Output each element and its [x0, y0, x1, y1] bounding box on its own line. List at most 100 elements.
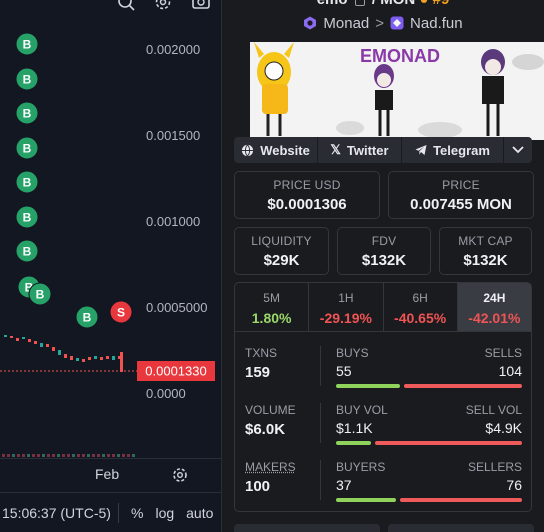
copy-icon[interactable]: [354, 0, 365, 6]
auto-scale-toggle[interactable]: auto: [186, 504, 214, 521]
buy-marker[interactable]: B: [15, 170, 39, 194]
liquidity-label: LIQUIDITY: [251, 234, 312, 248]
time-axis-label: Feb: [95, 466, 120, 482]
buys-value: 55: [336, 363, 352, 379]
price-usd-label: PRICE USD: [273, 178, 341, 192]
sellers-label: SELLERS: [467, 460, 522, 474]
price-axis-label: 0.002000: [146, 42, 200, 57]
marker-letter: B: [23, 176, 32, 190]
sell-vol-label: SELL VOL: [465, 403, 522, 417]
telegram-label: Telegram: [433, 142, 490, 158]
candle: [82, 359, 85, 362]
globe-icon: [242, 144, 254, 157]
twitter-label: Twitter: [346, 142, 389, 158]
token-symbol: emo: [317, 0, 348, 8]
percent-scale-toggle[interactable]: %: [131, 504, 144, 521]
next-section-button[interactable]: [388, 524, 534, 532]
mkt-cap-label: MKT CAP: [458, 234, 513, 248]
trending-rank[interactable]: #9: [433, 0, 450, 8]
price-chart-pane[interactable]: 0.002000 0.001500 0.001000 0.0005000 0.0000 …: [0, 0, 222, 532]
search-icon[interactable]: [116, 0, 136, 12]
stats-divider: [320, 346, 321, 386]
tab-6h[interactable]: 6H -40.65%: [384, 283, 458, 331]
marker-letter: B: [23, 38, 32, 52]
makers-value: 100: [245, 478, 271, 495]
candle: [120, 352, 123, 372]
timezone-clock[interactable]: 15:06:37 (UTC-5): [2, 504, 111, 521]
buyers-bar-fill: [336, 498, 396, 502]
buyers-value: 37: [336, 477, 352, 493]
tab-1h-label: 1H: [338, 291, 354, 305]
candle: [76, 358, 79, 361]
buy-marker[interactable]: B: [15, 239, 39, 263]
txns-label: TXNS: [245, 346, 278, 360]
more-links-button[interactable]: [504, 137, 532, 163]
candle: [94, 356, 97, 359]
axis-settings-icon[interactable]: [170, 465, 190, 485]
fdv-label: FDV: [371, 234, 397, 248]
marker-letter: B: [83, 311, 92, 325]
price-axis-label: 0.0005000: [146, 300, 207, 315]
price-axis-label: 0.0000: [146, 386, 186, 401]
makers-label[interactable]: MAKERS: [245, 460, 296, 474]
candle: [10, 336, 13, 338]
candle: [106, 356, 109, 359]
marker-letter: S: [117, 306, 125, 320]
marker-letter: B: [23, 211, 32, 225]
volume-bar: [127, 454, 130, 457]
candle: [52, 347, 55, 351]
buy-marker[interactable]: B: [15, 205, 39, 229]
candle: [64, 354, 67, 358]
next-section-button[interactable]: [234, 524, 380, 532]
dex-name[interactable]: Nad.fun: [410, 14, 463, 32]
makers-stat: MAKERS 100: [245, 460, 296, 495]
volume-bar: [62, 454, 65, 457]
volume-bar: [2, 454, 5, 457]
telegram-link[interactable]: Telegram: [402, 137, 504, 163]
gear-icon[interactable]: [153, 0, 173, 12]
tab-6h-label: 6H: [412, 291, 428, 305]
website-label: Website: [260, 142, 310, 158]
buy-marker[interactable]: B: [28, 282, 52, 306]
tab-24h-label: 24H: [483, 291, 506, 305]
buy-vol-label: BUY VOL: [336, 403, 388, 417]
volume-label: VOLUME: [245, 403, 296, 417]
stats-divider: [320, 460, 321, 500]
tab-24h-change: -42.01%: [468, 310, 521, 326]
tab-5m[interactable]: 5M 1.80%: [235, 283, 310, 331]
candle: [58, 350, 61, 355]
chart-canvas[interactable]: 0.0020000.0015000.0010000.00050000.0000 …: [0, 0, 222, 458]
buys-sells-bar: [336, 384, 522, 388]
timeframe-tabs: 5M 1.80% 1H -29.19% 6H -40.65% 24H -42.0…: [234, 282, 532, 332]
mkt-cap-card: MKT CAP $132K: [439, 227, 532, 275]
volume-bar: [57, 454, 60, 457]
buy-marker[interactable]: B: [15, 32, 39, 56]
flame-icon: ●: [419, 0, 428, 8]
volume-bar: [22, 454, 25, 457]
tab-1h[interactable]: 1H -29.19%: [309, 283, 384, 331]
volume-bar: [32, 454, 35, 457]
chain-dex-row: Monad > Nad.fun: [222, 12, 544, 34]
twitter-link[interactable]: 𝕏 Twitter: [318, 137, 402, 163]
volume-bar: [122, 454, 125, 457]
camera-icon[interactable]: [191, 0, 211, 12]
website-link[interactable]: Website: [234, 137, 318, 163]
buys-sells-breakdown: BUYS SELLS 55 104: [336, 346, 522, 388]
banner-title: EMONAD: [360, 46, 440, 66]
price-usd-value: $0.0001306: [267, 196, 347, 213]
sell-marker[interactable]: S: [109, 300, 133, 324]
buy-marker[interactable]: B: [15, 136, 39, 160]
volume-bar: [7, 454, 10, 457]
sells-label: SELLS: [484, 346, 522, 360]
tab-24h[interactable]: 24H -42.01%: [457, 283, 531, 331]
volume-bar: [82, 454, 85, 457]
chain-name[interactable]: Monad: [323, 14, 370, 32]
time-axis[interactable]: Feb: [0, 458, 221, 492]
token-banner-image: EMONAD: [250, 42, 544, 140]
buy-vol-value: $1.1K: [336, 420, 373, 436]
buy-marker[interactable]: B: [75, 305, 99, 329]
buy-marker[interactable]: B: [15, 67, 39, 91]
volume-bar: [107, 454, 110, 457]
buy-marker[interactable]: B: [15, 101, 39, 125]
log-scale-toggle[interactable]: log: [155, 504, 175, 521]
